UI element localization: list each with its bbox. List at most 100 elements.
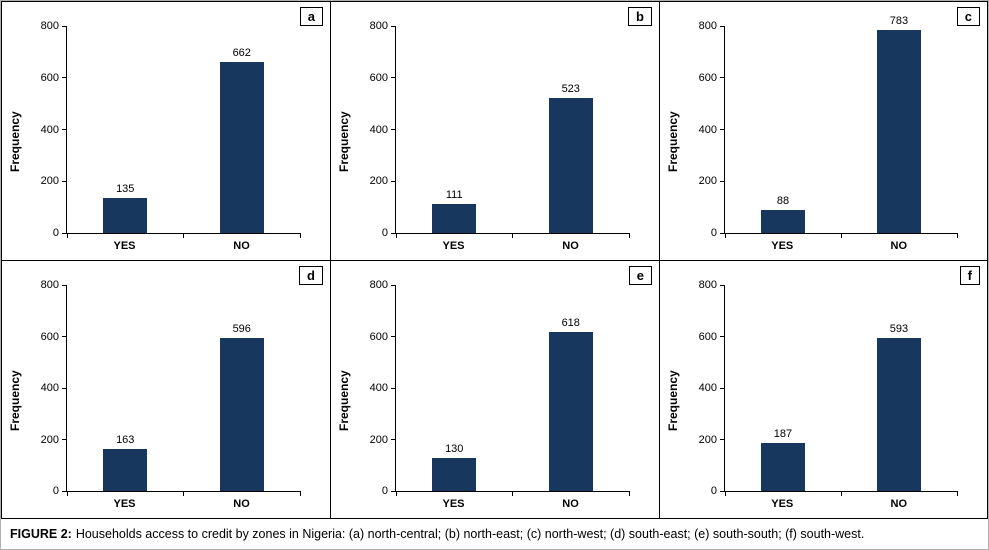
- bar-value-label: 130: [445, 442, 464, 455]
- x-tick-mark: [395, 233, 397, 238]
- x-axis-labels: YES NO: [395, 234, 629, 256]
- plot-wrap: 0 200 400 600 800 88 783: [699, 15, 958, 239]
- y-tick-mark: [62, 180, 67, 182]
- x-tick-mark: [956, 233, 958, 238]
- x-category-label: YES: [113, 240, 136, 252]
- y-tick-label: 400: [40, 382, 59, 394]
- y-tick-label: 600: [40, 330, 59, 343]
- chart-body: 0 200 400 600 800 135 662 YES NO: [24, 10, 320, 256]
- x-tick-mark: [628, 233, 630, 238]
- y-tick-label: 400: [369, 382, 388, 394]
- bar-value-label: 523: [561, 82, 580, 95]
- plot-area: 0 200 400 600 800 111 523: [370, 20, 630, 239]
- bar-no: [876, 30, 922, 233]
- plot-wrap: 0 200 400 600 800 187 593: [699, 279, 958, 497]
- x-tick-mark: [956, 491, 958, 496]
- y-tick-mark: [391, 284, 396, 286]
- y-tick-mark: [720, 129, 725, 130]
- bar-no: [548, 97, 593, 233]
- x-category-label: YES: [771, 498, 794, 510]
- chart-panel: b Frequency 0 200 400 600 800 111 523 YES NO: [330, 1, 659, 260]
- y-tick-mark: [391, 490, 396, 492]
- y-tick-mark: [720, 387, 725, 389]
- y-tick-label: 0: [710, 485, 717, 497]
- x-tick-mark: [183, 491, 184, 496]
- x-category-label: NO: [562, 498, 579, 510]
- y-tick-label: 0: [52, 485, 59, 497]
- y-tick-label: 200: [40, 433, 59, 446]
- y-tick-mark: [720, 284, 725, 286]
- y-tick-mark: [391, 77, 396, 79]
- panel-label: d: [299, 266, 323, 285]
- y-tick-label: 800: [40, 279, 59, 291]
- y-tick-label: 200: [698, 175, 717, 188]
- x-category-label: YES: [113, 498, 136, 510]
- y-tick-mark: [62, 77, 67, 79]
- plot-area: 0 200 400 600 800 88 783: [699, 15, 958, 239]
- x-category-label: NO: [562, 240, 579, 252]
- y-tick-label: 400: [40, 123, 59, 136]
- y-tick-label: 400: [698, 382, 717, 394]
- caption-prefix: FIGURE 2:: [10, 527, 72, 541]
- x-category-label: NO: [890, 498, 908, 510]
- chart-panel: f Frequency 0 200 400 600 800 187 593 YES NO: [659, 260, 988, 519]
- bar-value-label: 111: [445, 189, 463, 202]
- x-category-label: NO: [890, 240, 908, 252]
- y-tick-label: 600: [369, 330, 388, 343]
- y-tick-mark: [720, 77, 725, 79]
- x-tick-mark: [840, 491, 842, 496]
- x-tick-mark: [512, 491, 513, 496]
- bar-yes: [432, 204, 477, 233]
- y-tick-label: 200: [698, 433, 717, 446]
- chart-body: 0 200 400 600 800 111 523 YES NO: [353, 10, 649, 256]
- x-tick-mark: [724, 233, 726, 238]
- y-tick-mark: [720, 439, 725, 440]
- y-tick-mark: [62, 387, 67, 389]
- y-tick-mark: [62, 129, 67, 130]
- x-tick-mark: [66, 233, 68, 238]
- y-tick-mark: [62, 439, 67, 440]
- y-axis-title: Frequency: [666, 370, 680, 431]
- bar-no: [219, 337, 264, 491]
- y-tick-mark: [62, 232, 67, 234]
- caption-text: Households access to credit by zones in …: [75, 527, 865, 541]
- bar-yes: [103, 449, 148, 491]
- bar-no: [219, 61, 264, 233]
- plot-wrap: 0 200 400 600 800 111 523: [370, 20, 630, 239]
- y-tick-label: 600: [698, 71, 717, 84]
- bar-yes: [760, 210, 806, 233]
- x-tick-mark: [512, 233, 513, 238]
- bar-yes: [103, 198, 148, 233]
- chart-grid: a Frequency 0 200 400 600 800 135 662 YES NO b …: [1, 1, 988, 519]
- x-category-label: NO: [233, 240, 250, 252]
- bar-yes: [432, 457, 477, 491]
- panel-label: f: [959, 266, 980, 285]
- y-axis-title: Frequency: [8, 111, 22, 173]
- bar-value-label: 662: [232, 46, 251, 59]
- y-tick-label: 200: [40, 175, 59, 188]
- y-axis-title: Frequency: [337, 370, 351, 431]
- y-tick-mark: [62, 336, 67, 337]
- y-tick-mark: [62, 25, 67, 27]
- y-tick-mark: [720, 232, 725, 234]
- x-tick-mark: [724, 491, 726, 496]
- y-tick-label: 0: [381, 227, 388, 239]
- y-tick-label: 600: [698, 330, 717, 343]
- y-tick-mark: [391, 232, 396, 234]
- y-tick-mark: [391, 180, 396, 182]
- bar-value-label: 163: [116, 434, 135, 447]
- y-tick-mark: [391, 25, 396, 27]
- y-tick-label: 600: [40, 71, 59, 84]
- y-tick-label: 0: [381, 485, 388, 497]
- x-axis-labels: YES NO: [724, 492, 957, 514]
- y-tick-label: 200: [369, 175, 388, 188]
- y-axis-title: Frequency: [8, 370, 22, 431]
- y-tick-mark: [391, 336, 396, 337]
- chart-body: 0 200 400 600 800 88 783 YES NO: [682, 10, 977, 256]
- y-tick-label: 200: [369, 433, 388, 446]
- y-tick-label: 800: [369, 279, 388, 291]
- x-tick-mark: [183, 233, 184, 238]
- x-category-label: NO: [233, 498, 250, 510]
- bar-value-label: 783: [889, 15, 909, 28]
